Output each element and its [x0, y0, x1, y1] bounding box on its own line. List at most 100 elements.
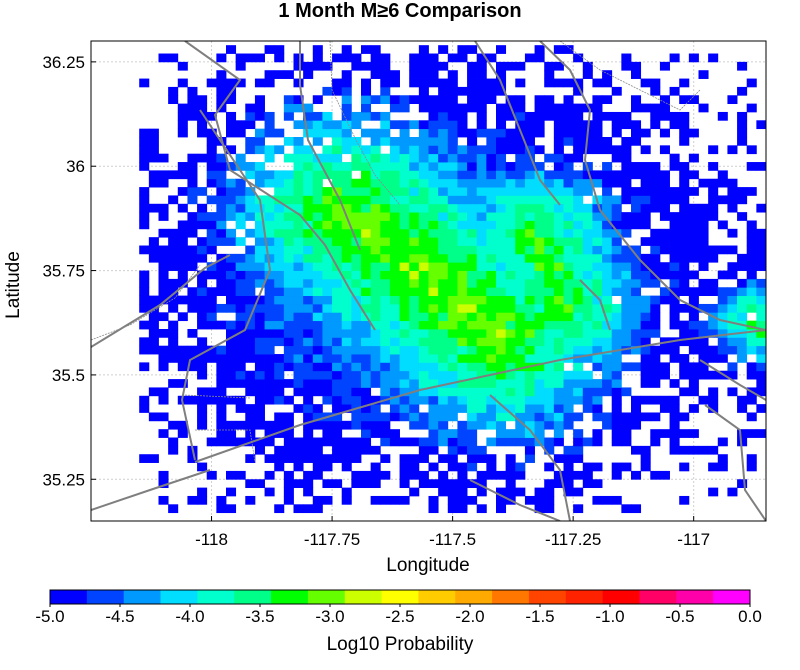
- heatmap-cell: [216, 370, 227, 380]
- heatmap-cell: [515, 145, 526, 155]
- heatmap-cell: [293, 212, 304, 221]
- heatmap-cell: [438, 212, 449, 221]
- heatmap-cell: [245, 370, 256, 380]
- heatmap-cell: [158, 354, 169, 363]
- heatmap-cell: [283, 362, 294, 372]
- heatmap-cell: [293, 137, 304, 146]
- heatmap-cell: [659, 270, 670, 280]
- heatmap-cell: [505, 111, 516, 121]
- heatmap-cell: [486, 128, 497, 138]
- heatmap-cell: [496, 387, 507, 397]
- heatmap-cell: [409, 153, 420, 163]
- heatmap-cell: [158, 170, 169, 180]
- heatmap-cell: [582, 329, 593, 338]
- heatmap-cell: [322, 320, 333, 330]
- heatmap-cell: [717, 462, 728, 472]
- heatmap-cell: [399, 145, 410, 155]
- heatmap-cell: [679, 245, 690, 255]
- heatmap-cell: [505, 203, 516, 213]
- heatmap-cell: [524, 354, 535, 363]
- heatmap-cell: [361, 253, 372, 263]
- heatmap-cell: [447, 429, 458, 438]
- heatmap-cell: [631, 128, 642, 138]
- heatmap-cell: [389, 362, 400, 372]
- heatmap-cell: [380, 387, 391, 397]
- heatmap-cell: [312, 128, 323, 138]
- heatmap-cell: [486, 462, 497, 472]
- heatmap-cell: [515, 245, 526, 255]
- heatmap-cell: [380, 287, 391, 297]
- heatmap-cell: [717, 220, 728, 230]
- heatmap-cell: [476, 479, 487, 489]
- heatmap-cell: [563, 278, 574, 288]
- heatmap-cell: [659, 228, 670, 238]
- heatmap-cell: [438, 120, 449, 130]
- heatmap-cell: [447, 86, 458, 96]
- heatmap-cell: [341, 228, 352, 238]
- heatmap-cell: [303, 445, 314, 455]
- heatmap-cell: [524, 162, 535, 171]
- heatmap-cell: [361, 470, 372, 480]
- heatmap-cell: [303, 153, 314, 163]
- heatmap-cell: [254, 354, 265, 363]
- heatmap-cell: [254, 212, 265, 221]
- heatmap-cell: [602, 287, 613, 297]
- heatmap-cell: [756, 262, 766, 271]
- heatmap-cell: [505, 262, 516, 271]
- heatmap-cell: [486, 354, 497, 363]
- heatmap-cell: [351, 329, 362, 338]
- heatmap-cell: [428, 228, 439, 238]
- heatmap-cell: [688, 237, 699, 246]
- heatmap-cell: [332, 429, 343, 438]
- heatmap-cell: [438, 404, 449, 413]
- heatmap-cell: [283, 412, 294, 422]
- heatmap-cell: [254, 278, 265, 288]
- heatmap-cell: [264, 429, 275, 438]
- heatmap-cell: [177, 128, 188, 138]
- heatmap-cell: [717, 312, 728, 322]
- heatmap-cell: [698, 287, 709, 297]
- heatmap-cell: [303, 253, 314, 263]
- heatmap-cell: [399, 362, 410, 372]
- heatmap-cell: [148, 245, 159, 255]
- heatmap-cell: [312, 45, 323, 54]
- heatmap-cell: [727, 303, 738, 313]
- heatmap-cell: [611, 153, 622, 163]
- heatmap-cell: [611, 312, 622, 322]
- heatmap-cell: [303, 103, 314, 113]
- heatmap-cell: [332, 379, 343, 388]
- heatmap-cell: [389, 237, 400, 246]
- heatmap-cell: [235, 395, 246, 405]
- heatmap-cell: [611, 370, 622, 380]
- heatmap-cell: [370, 379, 381, 388]
- heatmap-cell: [698, 303, 709, 313]
- heatmap-cell: [746, 303, 757, 313]
- heatmap-cell: [592, 278, 603, 288]
- heatmap-cell: [650, 412, 661, 422]
- heatmap-cell: [438, 287, 449, 297]
- heatmap-cell: [197, 354, 208, 363]
- heatmap-cell: [399, 495, 410, 505]
- heatmap-cell: [524, 303, 535, 313]
- heatmap-cell: [708, 187, 719, 196]
- heatmap-cell: [399, 278, 410, 288]
- heatmap-cell: [563, 78, 574, 88]
- heatmap-cell: [389, 354, 400, 363]
- heatmap-cell: [283, 262, 294, 271]
- heatmap-cell: [515, 429, 526, 438]
- heatmap-cell: [380, 303, 391, 313]
- heatmap-cell: [611, 270, 622, 280]
- heatmap-cell: [524, 337, 535, 347]
- heatmap-cell: [476, 320, 487, 330]
- heatmap-cell: [756, 253, 766, 263]
- heatmap-cell: [399, 228, 410, 238]
- heatmap-cell: [544, 295, 555, 305]
- heatmap-cell: [505, 195, 516, 205]
- heatmap-cell: [669, 379, 680, 388]
- heatmap-cell: [698, 329, 709, 338]
- heatmap-cell: [341, 404, 352, 413]
- heatmap-cell: [418, 103, 429, 113]
- heatmap-cell: [216, 262, 227, 271]
- heatmap-cell: [438, 470, 449, 480]
- heatmap-cell: [553, 120, 564, 130]
